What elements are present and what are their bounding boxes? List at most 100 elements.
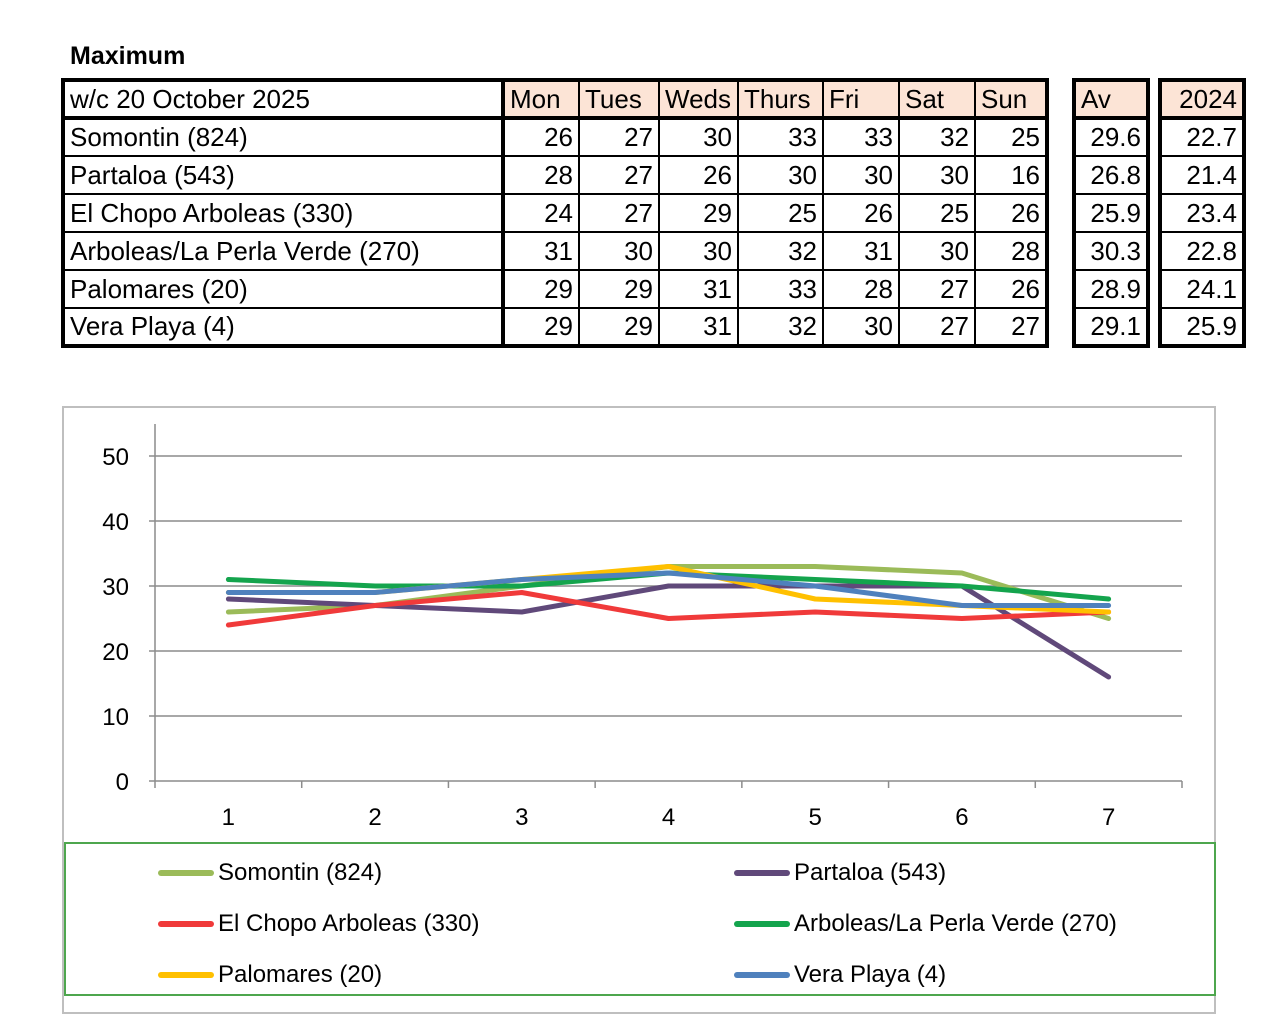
legend-label: Somontin (824) [218, 859, 383, 886]
temperature-cell: 32 [737, 231, 824, 271]
legend-label: El Chopo Arboleas (330) [218, 910, 480, 937]
x-tick-label: 2 [368, 804, 381, 831]
legend-label: Vera Playa (4) [794, 961, 947, 988]
x-tick-label: 6 [955, 804, 968, 831]
legend-item: El Chopo Arboleas (330) [158, 909, 480, 939]
temperature-cell: 26 [822, 193, 900, 233]
x-tick-label: 4 [662, 804, 675, 831]
average-cell: 26.8 [1073, 155, 1149, 195]
temperature-cell: 28 [822, 269, 900, 309]
temperature-table: w/c 20 October 2025 Mon Tues Weds Thurs … [61, 78, 1049, 348]
temperature-cell: 33 [822, 117, 900, 157]
series-line [225, 583, 1112, 680]
average-row: 26.8 [1073, 155, 1149, 195]
y-tick-label: 10 [102, 704, 129, 731]
average-row: 30.3 [1073, 231, 1149, 271]
station-name: Vera Playa (4) [62, 307, 505, 347]
previous-year-cell: 22.8 [1159, 231, 1245, 271]
previous-year-table: 2024 22.7 21.4 23.4 22.8 24.1 25.9 [1158, 78, 1246, 348]
temperature-cell: 27 [898, 269, 976, 309]
legend-swatch [734, 972, 790, 978]
temperature-cell: 31 [658, 269, 739, 309]
table-row: Partaloa (543) 28 27 26 30 30 30 16 [62, 155, 1048, 195]
legend-item: Partaloa (543) [734, 858, 946, 888]
previous-year-cell: 21.4 [1159, 155, 1245, 195]
temperature-cell: 29 [658, 193, 739, 233]
average-cell: 29.1 [1073, 307, 1149, 347]
previous-year-header: 2024 [1159, 79, 1245, 120]
table-row: Somontin (824) 26 27 30 33 33 32 25 [62, 117, 1048, 157]
previous-year-row: 22.8 [1159, 231, 1245, 271]
day-header: Sat [898, 79, 976, 120]
average-header: Av [1073, 79, 1149, 120]
legend-label: Partaloa (543) [794, 859, 947, 886]
y-tick-label: 0 [116, 769, 129, 796]
temperature-cell: 24 [502, 193, 580, 233]
temperature-cell: 27 [578, 155, 660, 195]
legend-swatch [158, 870, 214, 876]
previous-year-row: 24.1 [1159, 269, 1245, 309]
table-row: Palomares (20) 29 29 31 33 28 27 26 [62, 269, 1048, 309]
x-tick-label: 5 [809, 804, 822, 831]
previous-year-row: 25.9 [1159, 307, 1245, 347]
average-cell: 25.9 [1073, 193, 1149, 233]
legend-item: Somontin (824) [158, 858, 382, 888]
temperature-cell: 27 [898, 307, 976, 347]
previous-year-row: 23.4 [1159, 193, 1245, 233]
legend-label: Arboleas/La Perla Verde (270) [794, 910, 1117, 937]
temperature-cell: 29 [578, 269, 660, 309]
average-cell: 28.9 [1073, 269, 1149, 309]
legend-item: Palomares (20) [158, 960, 382, 990]
legend-swatch [734, 870, 790, 876]
temperature-cell: 32 [737, 307, 824, 347]
legend-swatch [734, 921, 790, 927]
temperature-cell: 25 [737, 193, 824, 233]
temperature-cell: 26 [974, 269, 1048, 309]
temperature-cell: 31 [822, 231, 900, 271]
temperature-cell: 30 [737, 155, 824, 195]
previous-year-cell: 23.4 [1159, 193, 1245, 233]
previous-year-cell: 25.9 [1159, 307, 1245, 347]
table-row: El Chopo Arboleas (330) 24 27 29 25 26 25 26 [62, 193, 1048, 233]
temperature-cell: 29 [578, 307, 660, 347]
previous-year-cell: 22.7 [1159, 117, 1245, 157]
temperature-cell: 25 [898, 193, 976, 233]
temperature-cell: 28 [974, 231, 1048, 271]
table-row: Arboleas/La Perla Verde (270) 31 30 30 32 31 3… [62, 231, 1048, 271]
temperature-cell: 30 [898, 231, 976, 271]
legend-label: Palomares (20) [218, 961, 383, 988]
x-tick-label: 7 [1102, 804, 1115, 831]
average-header-row: Av [1073, 79, 1149, 120]
x-tick-label: 1 [222, 804, 235, 831]
temperature-cell: 30 [658, 117, 739, 157]
series-line [225, 590, 1112, 628]
station-name: El Chopo Arboleas (330) [62, 193, 505, 233]
temperature-cell: 31 [658, 307, 739, 347]
temperature-cell: 30 [822, 307, 900, 347]
day-header: Thurs [737, 79, 824, 120]
temperature-cell: 16 [974, 155, 1048, 195]
table-row: Vera Playa (4) 29 29 31 32 30 27 27 [62, 307, 1048, 347]
legend-swatch [158, 921, 214, 927]
temperature-cell: 29 [502, 269, 580, 309]
y-tick-label: 50 [102, 444, 129, 471]
chart-frame [62, 406, 1216, 1014]
average-table: Av 29.6 26.8 25.9 30.3 28.9 29.1 [1072, 78, 1150, 348]
day-header: Sun [974, 79, 1048, 120]
station-name: Partaloa (543) [62, 155, 505, 195]
temperature-cell: 31 [502, 231, 580, 271]
legend-item: Arboleas/La Perla Verde (270) [734, 909, 1117, 939]
average-cell: 29.6 [1073, 117, 1149, 157]
chart-legend: Somontin (824) Partaloa (543) El Chopo Arb… [64, 842, 1216, 996]
previous-year-row: 21.4 [1159, 155, 1245, 195]
temperature-cell: 26 [974, 193, 1048, 233]
day-header: Tues [578, 79, 660, 120]
y-tick-label: 40 [102, 509, 129, 536]
average-row: 29.1 [1073, 307, 1149, 347]
week-label: w/c 20 October 2025 [62, 79, 505, 120]
temperature-cell: 27 [974, 307, 1048, 347]
day-header: Weds [658, 79, 739, 120]
temperature-cell: 26 [502, 117, 580, 157]
temperature-cell: 30 [898, 155, 976, 195]
temperature-cell: 33 [737, 117, 824, 157]
